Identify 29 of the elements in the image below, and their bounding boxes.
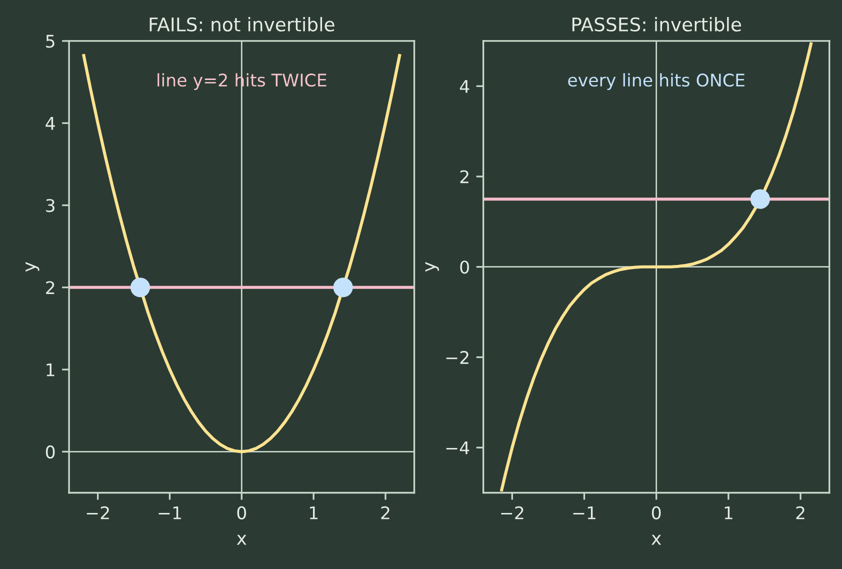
x-axis-title: x <box>236 534 246 545</box>
y-tick-label: 4 <box>46 117 55 130</box>
x-tick-label: −2 <box>86 506 109 520</box>
y-tick-label: 2 <box>46 281 54 294</box>
x-axis-title: x <box>652 534 662 545</box>
x-tick-label: 1 <box>724 506 732 520</box>
y-tick-label: 1 <box>46 363 54 376</box>
y-tick-label: 4 <box>460 80 470 93</box>
y-tick-label: 3 <box>46 198 54 212</box>
x-tick-label: 2 <box>796 506 804 520</box>
x-tick-label: 0 <box>237 506 246 520</box>
x-tick-label: 0 <box>652 506 661 520</box>
y-tick-label: 2 <box>460 170 468 184</box>
line-series <box>82 52 402 454</box>
x-tick-label: 1 <box>310 506 318 520</box>
y-tick-label: 5 <box>46 34 54 48</box>
chart-title: PASSES: invertible <box>572 17 742 32</box>
x-tick-label: −1 <box>158 506 181 520</box>
x-tick-label: −1 <box>573 506 596 520</box>
y-tick-label: −2 <box>446 350 468 364</box>
annotation: every line hits ONCE <box>568 73 744 90</box>
y-tick-label: 0 <box>460 260 469 274</box>
x-tick-label: −2 <box>501 506 524 520</box>
chart-title: FAILS: not invertible <box>150 17 334 32</box>
y-axis-title: y <box>26 262 40 272</box>
y-tick-label: −4 <box>446 442 470 454</box>
x-tick-label: 2 <box>381 506 390 520</box>
y-tick-label: 0 <box>46 445 55 459</box>
y-axis-title: y <box>425 262 439 272</box>
